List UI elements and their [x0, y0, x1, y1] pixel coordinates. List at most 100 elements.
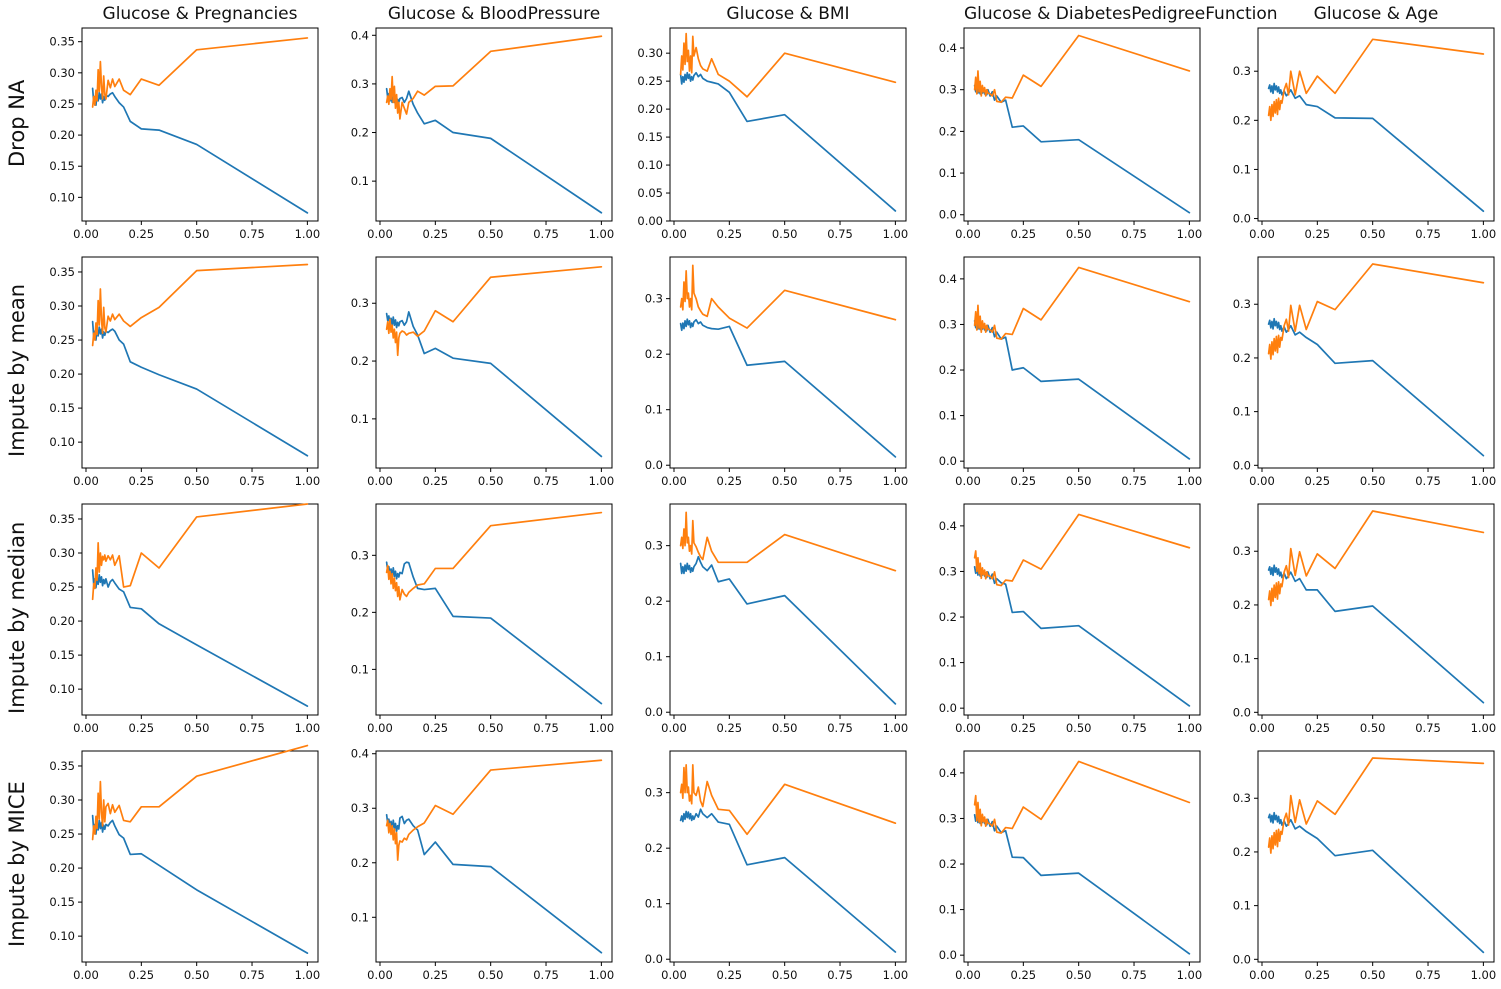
- plot-spines: [81, 27, 319, 222]
- y-tick-label: 0.1: [1233, 162, 1251, 176]
- y-tick-label: 0.35: [49, 265, 75, 279]
- y-tick-label: 0.20: [49, 128, 75, 142]
- y-tick-label: 0.3: [351, 77, 369, 91]
- x-tick-label: 0.25: [1011, 227, 1037, 241]
- y-tick-label: 0.3: [1233, 297, 1251, 311]
- blue-series-line: [679, 318, 897, 458]
- y-tick-label: 0.3: [351, 296, 369, 310]
- y-tick-label: 0.0: [1233, 705, 1251, 719]
- x-tick-label: 0.25: [1305, 968, 1331, 982]
- x-tick-label: 1.00: [589, 721, 615, 735]
- subplot-r1-c2: 0.0 0.1 0.2 0.3 0.00 0.25 0.50 0.75 1.00: [618, 247, 912, 494]
- x-tick-label: 1.00: [883, 227, 909, 241]
- x-tick-label: 0.50: [772, 474, 798, 488]
- x-tick-label: 0.25: [1305, 474, 1331, 488]
- x-tick-label: 0.00: [661, 721, 687, 735]
- x-tick-label: 0.75: [533, 474, 559, 488]
- y-tick-label: 0.15: [49, 401, 75, 415]
- blue-series-line: [679, 555, 897, 705]
- x-tick-label: 0.75: [239, 968, 265, 982]
- y-tick-label: 0.10: [49, 435, 75, 449]
- plot-spines: [963, 503, 1201, 716]
- y-tick-label: 0.25: [637, 74, 663, 88]
- blue-series-line: [973, 84, 1191, 214]
- x-tick-label: 0.50: [772, 721, 798, 735]
- y-tick-label: 0.2: [645, 841, 663, 855]
- x-tick-label: 0.50: [1360, 968, 1386, 982]
- x-tick-label: 0.25: [129, 227, 155, 241]
- subplot-r0-c3: 0.0 0.1 0.2 0.3 0.4 0.00 0.25 0.50 0.75 1.00: [912, 0, 1206, 247]
- x-tick-label: 1.00: [295, 227, 321, 241]
- y-tick-label: 0.0: [939, 208, 957, 222]
- y-tick-label: 0.2: [1233, 845, 1251, 859]
- y-tick-label: 0.1: [351, 412, 369, 426]
- y-tick-label: 0.4: [939, 519, 957, 533]
- y-tick-label: 0.4: [939, 272, 957, 286]
- y-tick-label: 0.20: [49, 861, 75, 875]
- x-tick-label: 0.50: [184, 968, 210, 982]
- y-tick-label: 0.15: [49, 648, 75, 662]
- y-tick-label: 0.0: [939, 454, 957, 468]
- x-tick-label: 1.00: [589, 227, 615, 241]
- subplot-r3-c4: 0.0 0.1 0.2 0.3 0.00 0.25 0.50 0.75 1.00: [1206, 741, 1500, 988]
- plot-spines: [963, 750, 1201, 963]
- y-tick-label: 0.2: [939, 363, 957, 377]
- y-tick-label: 0.0: [645, 458, 663, 472]
- x-tick-label: 0.00: [367, 721, 393, 735]
- y-tick-label: 0.30: [49, 299, 75, 313]
- y-tick-label: 0.4: [351, 747, 369, 761]
- y-tick-label: 0.25: [49, 580, 75, 594]
- x-tick-label: 0.00: [1249, 721, 1275, 735]
- blue-series-line: [385, 813, 603, 954]
- subplot-r2-c1: 0.1 0.2 0.3 0.00 0.25 0.50 0.75 1.00: [324, 494, 618, 741]
- x-tick-label: 0.75: [239, 227, 265, 241]
- subplot-r3-c1: 0.1 0.2 0.3 0.4 0.00 0.25 0.50 0.75 1.00: [324, 741, 618, 988]
- plot-spines: [1257, 256, 1495, 469]
- x-tick-label: 0.25: [717, 227, 743, 241]
- x-tick-label: 1.00: [883, 968, 909, 982]
- subplot-r1-c0: 0.10 0.15 0.20 0.25 0.30 0.35 0.00 0.25 0.50 0.75…: [30, 247, 324, 494]
- subplot-r3-c0: 0.10 0.15 0.20 0.25 0.30 0.35 0.00 0.25 0.50 0.75…: [30, 741, 324, 988]
- x-tick-label: 0.50: [478, 227, 504, 241]
- x-tick-label: 0.25: [129, 721, 155, 735]
- x-tick-label: 1.00: [295, 968, 321, 982]
- plot-spines: [669, 256, 907, 469]
- y-tick-label: 0.35: [49, 35, 75, 49]
- y-tick-label: 0.2: [939, 857, 957, 871]
- y-tick-label: 0.0: [1233, 212, 1251, 226]
- plot-spines: [375, 503, 613, 716]
- y-tick-label: 0.3: [645, 292, 663, 306]
- y-tick-label: 0.2: [1233, 113, 1251, 127]
- x-tick-label: 0.00: [73, 474, 99, 488]
- y-tick-label: 0.1: [1233, 405, 1251, 419]
- y-tick-label: 0.1: [939, 656, 957, 670]
- blue-series-line: [385, 87, 603, 214]
- y-tick-label: 0.1: [351, 662, 369, 676]
- x-tick-label: 0.75: [1121, 721, 1147, 735]
- y-tick-label: 0.1: [351, 174, 369, 188]
- y-tick-label: 0.30: [49, 793, 75, 807]
- y-tick-label: 0.3: [939, 83, 957, 97]
- x-tick-label: 1.00: [1471, 721, 1497, 735]
- y-tick-label: 0.20: [49, 614, 75, 628]
- x-tick-label: 0.25: [423, 968, 449, 982]
- x-tick-label: 0.50: [478, 721, 504, 735]
- x-tick-label: 0.75: [827, 968, 853, 982]
- y-tick-label: 0.2: [351, 354, 369, 368]
- x-tick-label: 0.75: [1415, 474, 1441, 488]
- y-tick-label: 0.10: [49, 929, 75, 943]
- blue-series-line: [679, 71, 897, 212]
- subplot-r3-c3: 0.0 0.1 0.2 0.3 0.4 0.00 0.25 0.50 0.75 1.00: [912, 741, 1206, 988]
- plot-spines: [1257, 750, 1495, 963]
- x-tick-label: 1.00: [1177, 968, 1203, 982]
- subplot-title-bmi: Glucose & BMI: [726, 4, 850, 24]
- y-tick-label: 0.30: [49, 546, 75, 560]
- x-tick-label: 0.00: [1249, 968, 1275, 982]
- plot-spines: [375, 27, 613, 222]
- subplot-r2-c3: 0.0 0.1 0.2 0.3 0.4 0.00 0.25 0.50 0.75 1.00: [912, 494, 1206, 741]
- blue-series-line: [385, 311, 603, 458]
- x-tick-label: 0.75: [1121, 227, 1147, 241]
- x-tick-label: 0.00: [1249, 474, 1275, 488]
- x-tick-label: 0.75: [827, 721, 853, 735]
